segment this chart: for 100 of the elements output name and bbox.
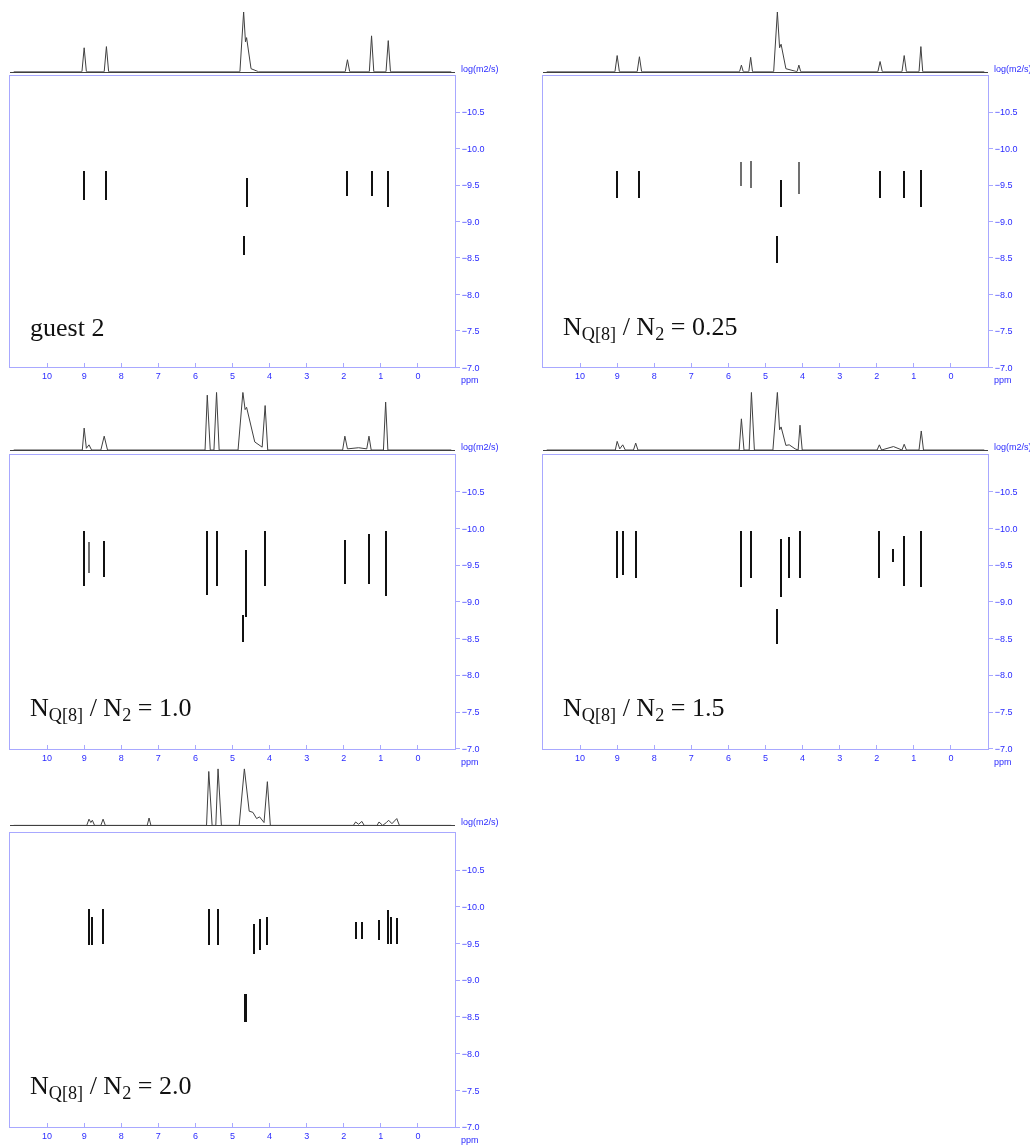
x-tick-label: 0 [948, 371, 954, 382]
annotation: N$_{Q[8]}$ / N$_{2}$ = 1.5 [563, 693, 725, 726]
x-tick-label: 4 [800, 752, 806, 763]
y-tick-label: −9.0 [461, 216, 480, 227]
bar [776, 609, 778, 645]
y-tick-label: −10.0 [994, 143, 1018, 154]
x-axis-title: ppm [461, 375, 479, 385]
y-tick-label: −8.0 [994, 670, 1013, 681]
bar [355, 922, 357, 940]
x-tick-label: 3 [304, 752, 310, 763]
bar [206, 531, 208, 596]
y-tick-label: −8.5 [994, 633, 1013, 644]
x-tick-label: 7 [155, 1130, 161, 1141]
y-tick-label: −9.5 [461, 938, 480, 949]
bar [83, 170, 85, 200]
bar [88, 909, 90, 946]
x-tick-label: 1 [378, 752, 384, 763]
y-axis-title: log(m2/s) [461, 817, 499, 827]
bar [780, 539, 782, 598]
bar [217, 909, 219, 946]
x-tick-label: 4 [267, 752, 273, 763]
y-tick-label: −10.5 [994, 486, 1018, 497]
bar [244, 994, 247, 1023]
y-tick-label: −7.0 [461, 362, 480, 373]
bar [799, 531, 801, 579]
bar [878, 531, 880, 579]
x-tick-label: 6 [725, 371, 731, 382]
annotation: N$_{Q[8]}$ / N$_{2}$ = 2.0 [30, 1071, 192, 1104]
x-tick-label: 10 [575, 752, 586, 763]
y-tick-label: −8.0 [461, 670, 480, 681]
bar [243, 235, 245, 255]
y-tick-label: −9.5 [461, 560, 480, 571]
x-tick-label: 6 [725, 752, 731, 763]
annotation: N$_{Q[8]}$ / N$_{2}$ = 0.25 [563, 312, 738, 345]
y-tick-label: −7.0 [461, 743, 480, 754]
y-tick-label: −8.5 [994, 253, 1013, 264]
y-tick-label: −7.0 [994, 362, 1013, 373]
bar [387, 910, 389, 945]
bar [346, 170, 348, 196]
x-tick-label: 0 [948, 752, 954, 763]
x-tick-label: 4 [800, 371, 806, 382]
bar [361, 922, 363, 940]
x-tick-label: 8 [651, 752, 657, 763]
x-tick-label: 2 [341, 1130, 347, 1141]
x-tick-label: 10 [42, 371, 53, 382]
x-tick-label: 5 [762, 752, 769, 763]
y-tick-label: −8.5 [461, 1012, 480, 1023]
bar [264, 531, 266, 587]
x-tick-label: 2 [874, 371, 880, 382]
x-tick-label: 5 [229, 752, 236, 763]
bar [740, 531, 742, 588]
bar [259, 919, 261, 951]
x-tick-label: 9 [81, 752, 87, 763]
x-tick-label: 1 [378, 1130, 384, 1141]
x-tick-label: 5 [762, 371, 769, 382]
x-tick-label: 8 [118, 752, 124, 763]
x-tick-label: 10 [42, 1130, 53, 1141]
bar [616, 170, 618, 198]
x-axis-title: ppm [994, 757, 1012, 767]
y-tick-label: −10.5 [461, 486, 485, 497]
bar [920, 169, 922, 207]
bar [344, 540, 346, 585]
x-tick-label: 4 [267, 1130, 273, 1141]
y-tick-label: −10.0 [461, 523, 485, 534]
x-tick-label: 6 [192, 1130, 198, 1141]
y-tick-label: −7.5 [994, 707, 1013, 718]
y-tick-label: −9.5 [461, 180, 480, 191]
y-tick-label: −10.0 [461, 901, 485, 912]
x-tick-label: 1 [378, 371, 384, 382]
y-tick-label: −8.0 [461, 289, 480, 300]
bar [103, 541, 105, 578]
x-tick-label: 0 [415, 752, 421, 763]
x-tick-label: 3 [837, 752, 843, 763]
bar [798, 161, 800, 194]
x-tick-label: 10 [42, 752, 53, 763]
bar [246, 177, 248, 207]
y-tick-label: −7.5 [461, 707, 480, 718]
y-tick-label: −9.0 [994, 216, 1013, 227]
bar [635, 531, 637, 579]
x-axis-title: ppm [461, 757, 479, 767]
y-tick-label: −10.5 [461, 107, 485, 118]
bar [396, 918, 398, 945]
y-tick-label: −8.5 [461, 253, 480, 264]
y-tick-label: −9.5 [994, 560, 1013, 571]
y-axis-title: log(m2/s) [461, 442, 499, 452]
y-tick-label: −9.0 [461, 597, 480, 608]
bar [387, 170, 389, 207]
y-tick-label: −8.0 [994, 289, 1013, 300]
bar [903, 170, 905, 198]
x-tick-label: 9 [614, 371, 620, 382]
y-tick-label: −9.0 [461, 975, 480, 986]
bar [750, 531, 752, 579]
bar [776, 235, 778, 263]
bar [102, 909, 104, 945]
bar [788, 537, 790, 579]
bar [622, 531, 624, 576]
bar [385, 531, 387, 597]
bar [368, 534, 370, 585]
y-tick-label: −7.0 [994, 743, 1013, 754]
x-tick-label: 7 [688, 752, 694, 763]
